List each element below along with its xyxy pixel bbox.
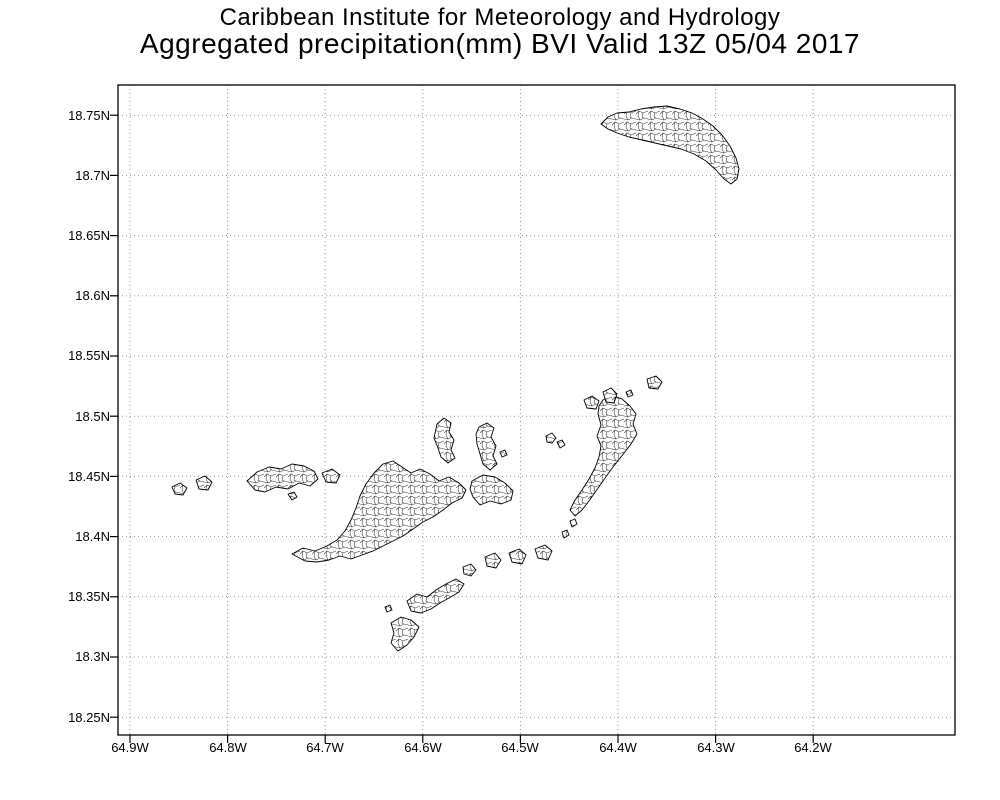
island-tortola [291,460,467,563]
island-round-rock [561,529,570,539]
island-dead-chest [462,563,477,577]
island-sandy-cay [287,491,298,501]
xtick-64-2W: 64.2W [794,740,832,755]
island-great-dog [545,432,557,444]
xtick-64-4W: 64.4W [599,740,637,755]
island-cooper [508,548,527,565]
island-eustatia [625,389,634,398]
xtick-64-6W: 64.6W [404,740,442,755]
island-little-jost-van-dyke [321,468,341,484]
island-beef-island [469,474,514,506]
ytick-18-5N: 18.5N [75,409,110,424]
ytick-18-4N: 18.4N [75,529,110,544]
ytick-18-55N: 18.55N [68,348,110,363]
island-norman [390,616,420,652]
island-virgin-gorda [569,394,638,517]
gridlines [118,85,955,735]
ytick-18-3N: 18.3N [75,649,110,664]
island-salt [484,552,502,569]
ytick-18-25N: 18.25N [68,710,110,725]
islands-layer [171,105,740,652]
island-prickly-pear [602,387,618,404]
institute-title: Caribbean Institute for Meteorology and … [219,4,781,31]
island-anegada [600,105,740,185]
island-peter [406,578,465,614]
ytick-18-45N: 18.45N [68,469,110,484]
ytick-18-35N: 18.35N [68,589,110,604]
ytick-18-75N: 18.75N [68,108,110,123]
plot-frame [117,84,956,736]
xtick-64-8W: 64.8W [209,740,247,755]
island-west-dog [556,439,566,449]
island-great-tobago [171,482,188,496]
island-little-tobago [195,475,213,491]
plot-title: Aggregated precipitation(mm) BVI Valid 1… [139,28,861,59]
island-great-camanoe [475,422,498,471]
island-marina-cay [499,449,508,458]
island-guana [433,417,456,464]
island-pelican [384,604,393,613]
island-ginger [534,544,553,561]
xtick-64-5W: 64.5W [501,740,539,755]
xtick-64-7W: 64.7W [306,740,344,755]
xtick-64-9W: 64.9W [111,740,149,755]
axis-ticks [110,114,814,743]
island-jost-van-dyke [246,463,319,493]
island-mosquito [583,395,600,410]
xtick-64-3W: 64.3W [697,740,735,755]
ytick-18-7N: 18.7N [75,168,110,183]
island-necker [646,375,663,390]
ytick-18-6N: 18.6N [75,288,110,303]
island-fallen-jerusalem [569,518,578,528]
ytick-18-65N: 18.65N [68,228,110,243]
